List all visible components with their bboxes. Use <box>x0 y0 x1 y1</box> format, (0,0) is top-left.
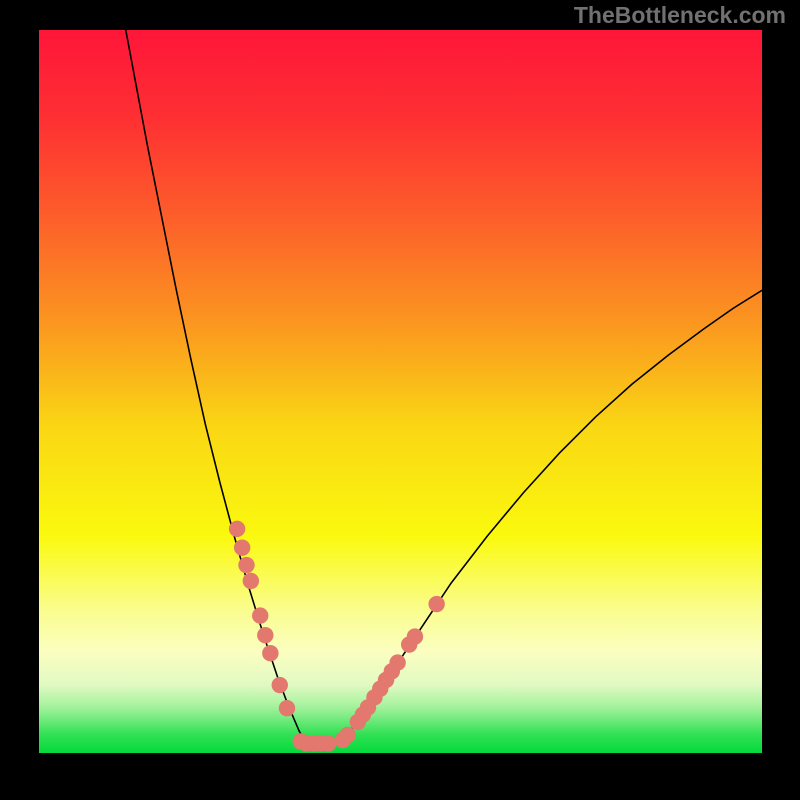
plot-svg <box>39 30 762 753</box>
data-marker <box>407 628 423 644</box>
data-marker <box>272 677 288 693</box>
data-marker <box>257 627 273 643</box>
data-marker <box>243 573 259 589</box>
data-marker <box>238 557 254 573</box>
watermark-text: TheBottleneck.com <box>574 2 786 29</box>
data-marker <box>428 596 444 612</box>
gradient-background <box>39 30 762 753</box>
data-marker <box>262 645 278 661</box>
data-marker <box>320 735 336 751</box>
plot-area <box>39 30 762 753</box>
data-marker <box>234 539 250 555</box>
chart-frame: TheBottleneck.com <box>0 0 800 800</box>
data-marker <box>389 654 405 670</box>
data-marker <box>340 727 356 743</box>
data-marker <box>252 607 268 623</box>
data-marker <box>279 700 295 716</box>
data-marker <box>229 521 245 537</box>
